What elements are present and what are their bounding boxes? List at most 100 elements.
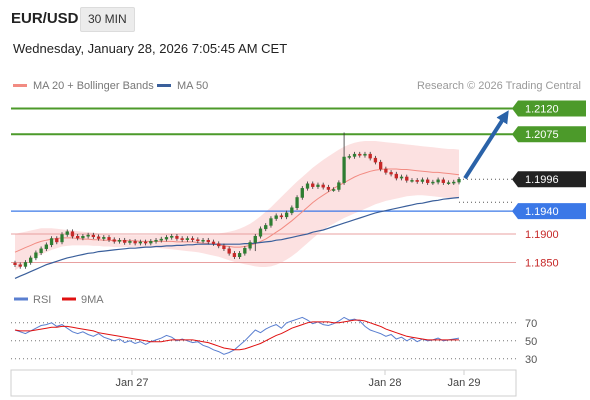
- candle: [149, 239, 153, 246]
- chart-header: EUR/USD 30 MIN Wednesday, January 28, 20…: [0, 0, 590, 64]
- candle: [368, 151, 372, 161]
- legend-ma20: MA 20 + Bollinger Bands: [13, 80, 154, 92]
- ma50-swatch: [157, 83, 171, 87]
- candle: [159, 236, 163, 243]
- level-tag-3: [512, 203, 586, 220]
- rsi-tick-70: 70: [525, 318, 537, 330]
- time-axis-frame: [10, 369, 517, 397]
- candle: [253, 233, 257, 252]
- rsi-line: [14, 316, 460, 355]
- candle: [248, 240, 252, 251]
- candle: [232, 251, 237, 260]
- ma20-swatch: [13, 83, 27, 87]
- candle: [91, 232, 96, 240]
- bollinger-bands: [15, 141, 459, 271]
- rsi-legend-label: RSI: [33, 294, 51, 306]
- projection: [463, 110, 509, 180]
- candle: [175, 233, 179, 241]
- candle: [452, 179, 456, 185]
- rsi-tick-50: 50: [525, 336, 537, 348]
- candle: [363, 151, 367, 158]
- candle: [290, 205, 294, 216]
- candle: [399, 174, 404, 181]
- candle: [446, 180, 451, 185]
- candle: [13, 260, 17, 268]
- ma50-legend-label: MA 50: [177, 80, 209, 92]
- candle: [342, 132, 346, 185]
- candle: [70, 229, 75, 239]
- candle: [123, 237, 127, 245]
- candle: [81, 233, 85, 241]
- candle: [65, 229, 69, 237]
- candle: [23, 260, 28, 269]
- candle: [18, 262, 22, 269]
- candle: [269, 216, 273, 228]
- candle: [426, 177, 430, 185]
- candle: [258, 226, 263, 239]
- candle: [211, 239, 216, 246]
- candle: [415, 178, 419, 184]
- ma20-legend-label: MA 20 + Bollinger Bands: [33, 80, 154, 92]
- level-label-3: 1.1940: [525, 206, 559, 218]
- candle: [389, 170, 393, 177]
- candle: [311, 181, 315, 189]
- candle: [190, 236, 195, 242]
- candle: [441, 177, 445, 185]
- candle: [185, 236, 190, 242]
- candle: [316, 182, 320, 189]
- candle: [49, 236, 54, 248]
- candle: [154, 237, 158, 244]
- candle: [405, 174, 409, 183]
- candle: [180, 236, 184, 242]
- candle: [217, 241, 221, 249]
- research-credit: Research © 2026 Trading Central: [416, 80, 581, 92]
- legend-ma50: MA 50: [157, 80, 208, 92]
- candle: [243, 245, 247, 256]
- rsi-ma-legend-label: 9MA: [81, 294, 104, 306]
- rsi-ma-line: [14, 319, 459, 351]
- candle: [102, 235, 106, 241]
- candle: [279, 213, 284, 220]
- candle: [373, 155, 378, 165]
- candle: [60, 232, 64, 245]
- candle: [358, 151, 362, 158]
- level-tag-2: [512, 171, 586, 188]
- level-label-5: 1.1850: [525, 257, 559, 269]
- candle: [384, 166, 388, 175]
- candle: [55, 236, 59, 245]
- candle: [222, 243, 226, 252]
- candle: [436, 177, 440, 185]
- timeframe-button[interactable]: 30 MIN: [80, 7, 135, 32]
- candle: [264, 223, 268, 232]
- datetime-label: Wednesday, January 28, 2026 7:05:45 AM C…: [13, 41, 288, 56]
- candle: [201, 237, 205, 244]
- rsi-panel: RSI 9MA 70 50 30: [11, 294, 537, 366]
- candle: [170, 233, 174, 240]
- candle: [133, 239, 137, 246]
- candlesticks: [13, 132, 461, 269]
- x-tick-label-1: Jan 28: [368, 377, 401, 389]
- candle: [305, 181, 310, 191]
- candle: [331, 187, 336, 192]
- candle: [164, 235, 169, 242]
- candle: [112, 237, 116, 244]
- candle: [128, 239, 132, 245]
- level-tag-1: [512, 126, 586, 143]
- candle: [378, 159, 383, 172]
- candle: [138, 239, 143, 246]
- candle: [29, 255, 33, 265]
- candle: [206, 237, 210, 245]
- candle: [326, 184, 331, 192]
- candle: [143, 239, 148, 246]
- level-label-0: 1.2120: [525, 104, 559, 116]
- candle: [76, 233, 80, 241]
- candle: [457, 176, 461, 185]
- candle: [96, 234, 101, 241]
- candle: [39, 246, 43, 256]
- candle: [394, 171, 398, 181]
- candle: [34, 250, 38, 261]
- projection-arrow: [463, 110, 509, 180]
- x-tick-label-2: Jan 29: [447, 377, 480, 389]
- candle: [86, 232, 90, 239]
- x-tick-label-0: Jan 27: [115, 377, 148, 389]
